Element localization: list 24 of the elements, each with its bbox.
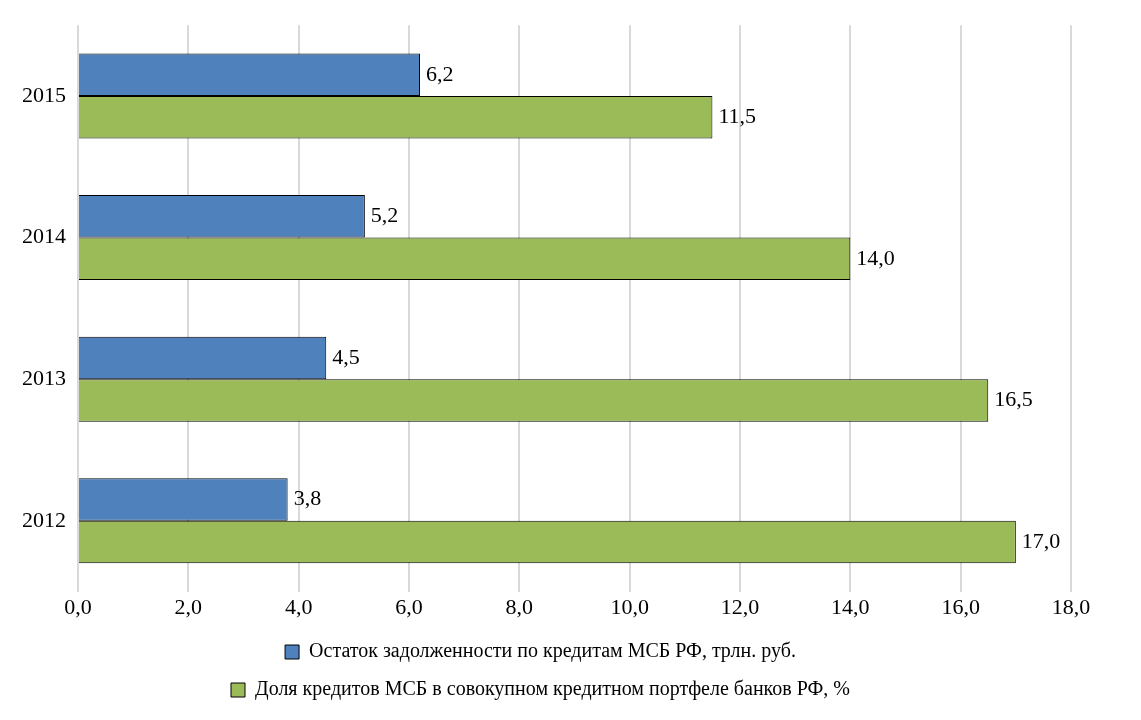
data-label: 3,8 [293, 485, 322, 511]
x-tick-label: 16,0 [941, 593, 980, 619]
x-tick-label: 6,0 [395, 593, 423, 619]
y-tick-label: 2014 [22, 223, 66, 249]
y-tick-label: 2013 [22, 364, 66, 390]
x-tick-label: 4,0 [284, 593, 313, 619]
data-label: 17,0 [1021, 527, 1061, 553]
data-label: 5,2 [370, 202, 399, 228]
legend-label: Остаток задолженности по кредитам МСБ РФ, трлн. руб. [309, 639, 796, 663]
data-label: 4,5 [332, 343, 360, 369]
x-tick-label: 0,0 [64, 593, 92, 619]
y-tick-label: 2012 [22, 506, 66, 532]
data-label: 11,5 [718, 103, 757, 129]
data-label: 14,0 [856, 244, 895, 270]
x-tick-label: 12,0 [720, 593, 760, 619]
x-tick-label: 8,0 [505, 593, 534, 619]
x-tick-label: 10,0 [610, 593, 649, 619]
data-label: 16,5 [994, 386, 1033, 412]
legend-label: Доля кредитов МСБ в совокупном кредитном портфеле банков РФ, % [255, 677, 850, 701]
x-tick-label: 14,0 [831, 593, 870, 619]
x-tick-label: 18,0 [1051, 593, 1091, 619]
x-tick-label: 2,0 [174, 593, 203, 619]
y-tick-label: 2015 [22, 81, 66, 107]
data-label: 6,2 [426, 60, 454, 86]
